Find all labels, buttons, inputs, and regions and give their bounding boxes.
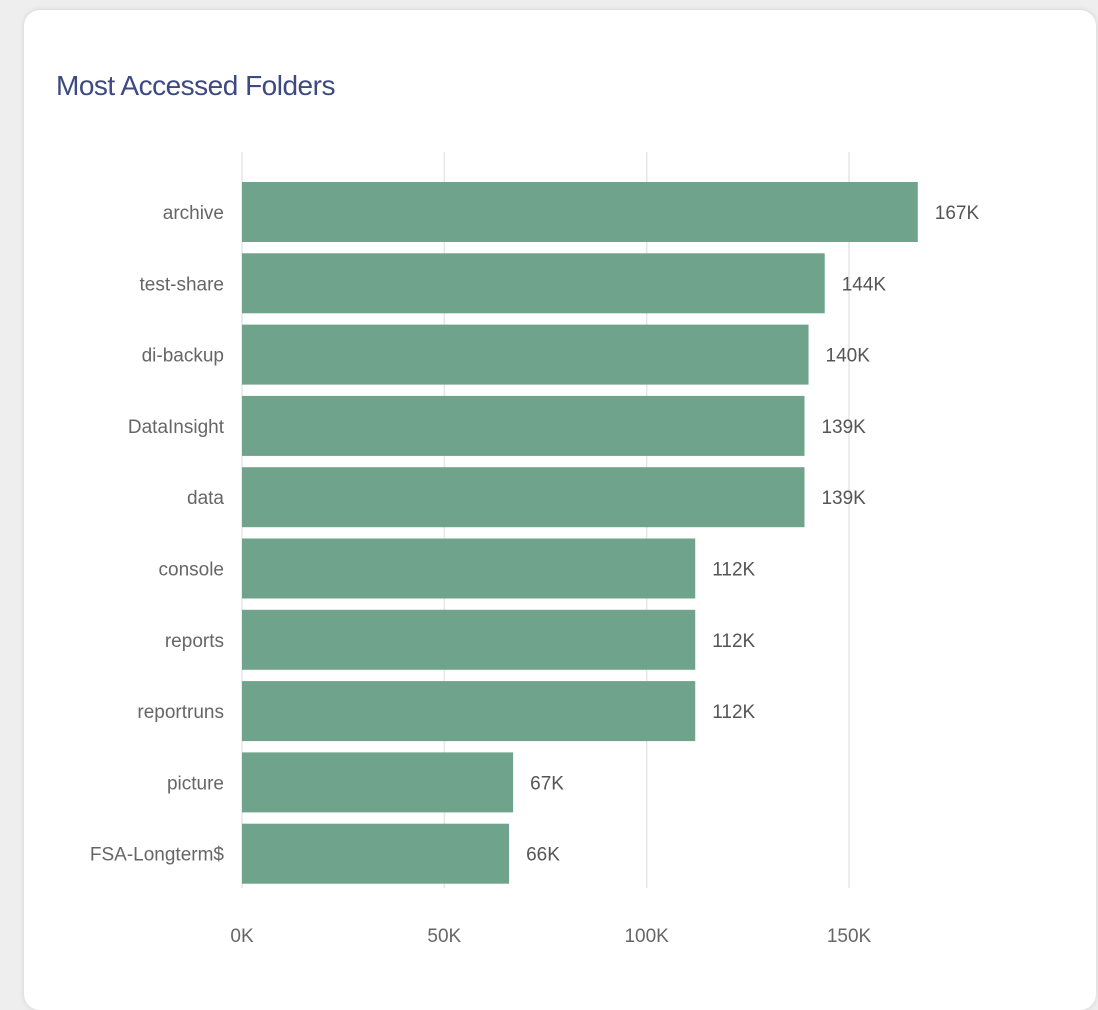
value-label: 112K	[712, 560, 755, 581]
x-tick-label: 50K	[427, 926, 461, 947]
value-label: 140K	[826, 346, 871, 367]
bar[interactable]	[242, 823, 510, 884]
category-label: reportruns	[137, 702, 224, 723]
value-label: 167K	[935, 203, 980, 224]
x-tick-label: 0K	[230, 926, 254, 947]
x-tick-label: 100K	[624, 926, 669, 947]
chart-title: Most Accessed Folders	[56, 70, 335, 101]
category-label: data	[187, 488, 224, 509]
category-label: console	[159, 560, 225, 581]
bar[interactable]	[242, 609, 696, 670]
value-label: 144K	[842, 274, 887, 295]
category-label: FSA-Longterm$	[90, 845, 225, 866]
value-label: 139K	[821, 488, 866, 509]
value-label: 67K	[530, 773, 564, 794]
category-label: di-backup	[142, 346, 224, 367]
category-label: DataInsight	[128, 417, 225, 438]
value-label: 139K	[821, 417, 866, 438]
category-label: picture	[167, 773, 224, 794]
bar-layer	[242, 182, 918, 884]
label-layer: 0K 50K 100K 150K archive 167K test-share 144K di…	[90, 203, 980, 947]
value-label: 112K	[712, 702, 755, 723]
category-label: reports	[165, 631, 224, 652]
x-tick-label: 150K	[827, 926, 872, 947]
bar[interactable]	[242, 182, 918, 242]
value-label: 112K	[712, 631, 755, 652]
bar[interactable]	[242, 538, 696, 599]
value-label: 66K	[526, 845, 560, 866]
category-label: test-share	[140, 274, 224, 295]
bar[interactable]	[242, 681, 696, 742]
bar[interactable]	[242, 467, 805, 528]
bar[interactable]	[242, 324, 809, 385]
category-label: archive	[163, 203, 224, 224]
bar[interactable]	[242, 752, 514, 813]
bar[interactable]	[242, 395, 805, 456]
bar[interactable]	[242, 253, 825, 314]
